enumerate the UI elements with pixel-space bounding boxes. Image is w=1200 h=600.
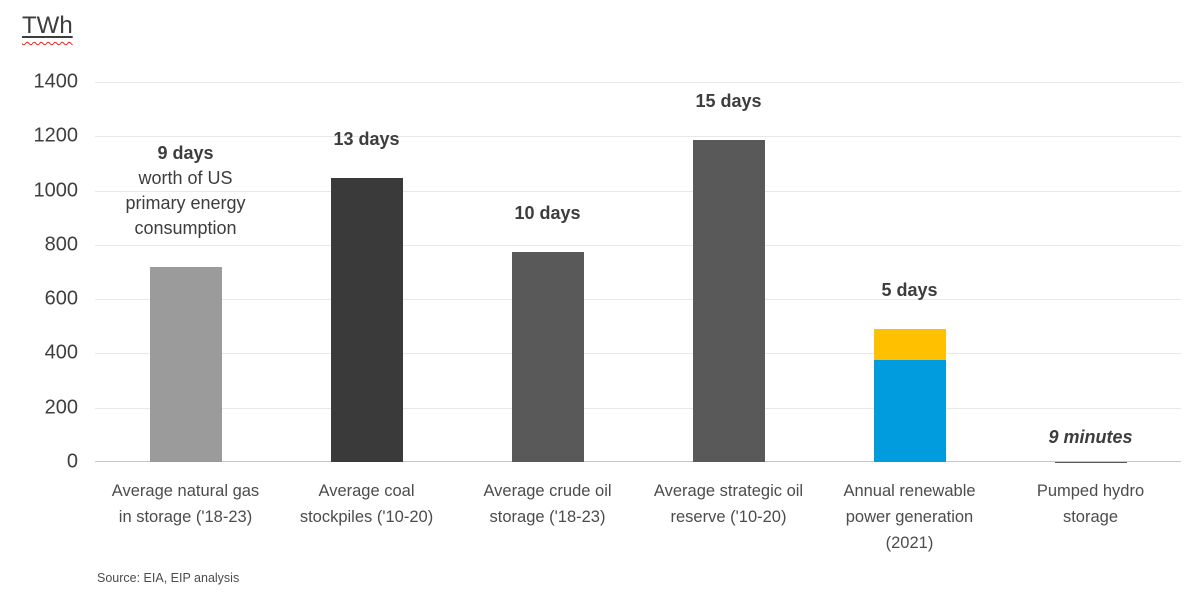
annotation-days-label: 15 days [695, 91, 762, 112]
y-axis-label: 200 [44, 396, 78, 419]
bar-annotation: 9 days worth of US primary energy consump… [115, 141, 257, 241]
x-axis-label: Average coal stockpiles ('10-20) [299, 482, 434, 526]
bar-annotation: 5 days [881, 278, 937, 303]
annotation-description: worth of US primary energy consumption [125, 167, 246, 238]
bar [330, 178, 403, 462]
bar-annotation: 9 minutes [1048, 425, 1132, 450]
y-axis-label: 0 [66, 450, 78, 473]
x-axis-label: Annual renewable power generation (2021) [843, 482, 976, 552]
x-axis-label: Average crude oil storage ('18-23) [483, 482, 612, 526]
x-axis: Average natural gas in storage ('18-23) A… [95, 478, 1181, 556]
x-axis-label: Average strategic oil reserve ('10-20) [653, 482, 804, 526]
source-note: Source: EIA, EIP analysis [97, 571, 240, 585]
bar [692, 140, 765, 462]
x-axis-label: Average natural gas in storage ('18-23) [111, 482, 260, 526]
bar-annotation: 10 days [514, 201, 580, 226]
gridline [95, 353, 1181, 355]
plot-area: 9 days worth of US primary energy consump… [95, 82, 1181, 462]
chart-title-text: TWh [22, 12, 73, 39]
chart-title: TWh [22, 12, 73, 40]
bar-segment [330, 178, 403, 462]
bar-segment [873, 329, 946, 361]
x-axis-line [95, 461, 1181, 462]
bar-segment [692, 140, 765, 462]
bar [149, 266, 222, 462]
y-axis-label: 400 [44, 341, 78, 364]
gridline [95, 82, 1181, 83]
y-axis-label: 1200 [33, 124, 79, 147]
gridline [95, 244, 1181, 246]
gridline [95, 407, 1181, 409]
bar-segment [511, 251, 584, 462]
annotation-days-label: 13 days [333, 129, 400, 150]
bar-segment [149, 266, 222, 462]
x-axis-label: Pumped hydro storage [1036, 482, 1145, 526]
bar-annotation: 13 days [333, 127, 399, 152]
gridline [95, 136, 1181, 138]
y-axis-label: 1000 [33, 179, 79, 202]
y-axis-label: 1400 [33, 70, 79, 93]
bar-segment [873, 360, 946, 462]
y-axis-label: 800 [44, 233, 78, 256]
bar-annotation: 15 days [695, 89, 761, 114]
annotation-days-label: 9 days [157, 142, 214, 163]
bar [873, 329, 946, 462]
gridline [95, 299, 1181, 301]
annotation-days-label: 9 minutes [1048, 426, 1133, 447]
spellcheck-squiggle: TWh [22, 12, 73, 39]
annotation-days-label: 5 days [881, 280, 938, 300]
annotation-days-label: 10 days [514, 202, 581, 223]
bar [511, 251, 584, 462]
gridline [95, 190, 1181, 192]
y-axis-label: 600 [44, 287, 78, 310]
